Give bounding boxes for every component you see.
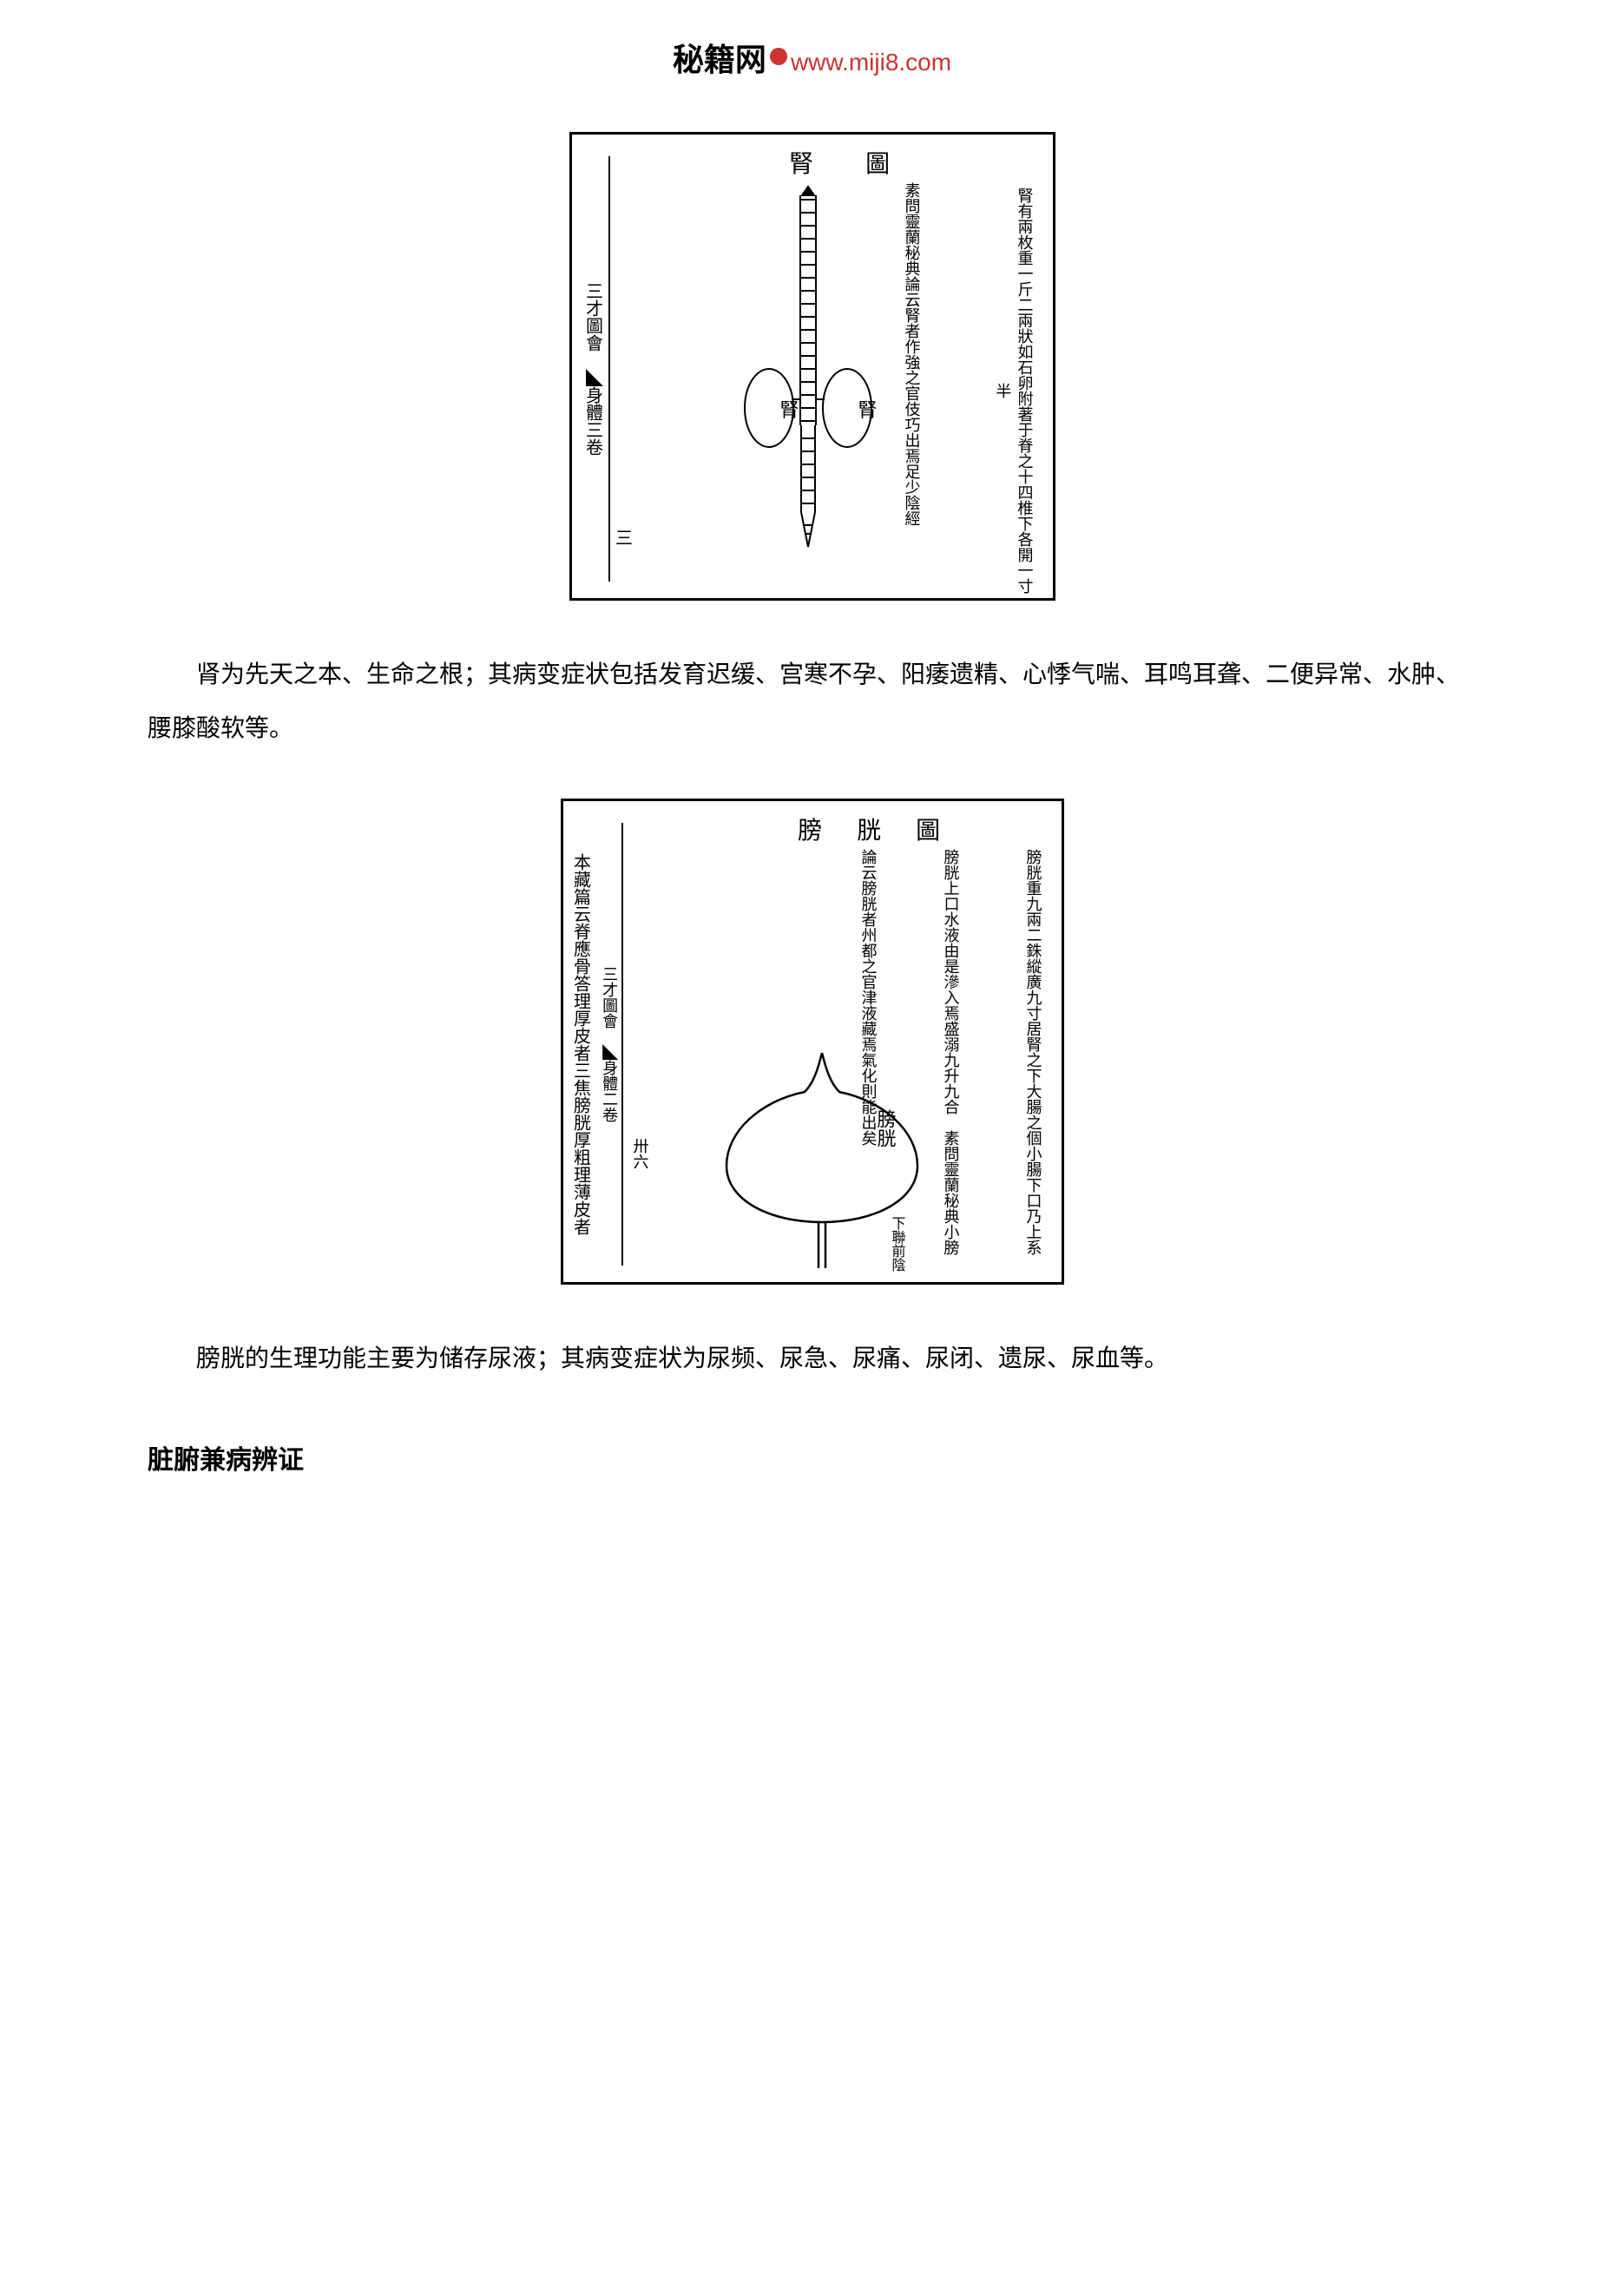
kidney-annotation-1: 腎有兩枚重一斤二兩狀如石卵附著于脊之十四椎下各開一寸半 — [991, 182, 1035, 598]
kidney-left-label: 腎 — [780, 395, 799, 423]
kidney-diagram-frame: 腎圖 三才圖會 ◣身體三卷 三 腎有兩枚重一斤二兩狀如石卵附著于脊之十四椎下各開… — [569, 132, 1055, 601]
kidney-diagram-container: 腎圖 三才圖會 ◣身體三卷 三 腎有兩枚重一斤二兩狀如石卵附著于脊之十四椎下各開… — [148, 132, 1476, 605]
bladder-annotation-1: 膀胱重九兩二銖縱廣九寸居腎之下大腸之個小腸下口乃上系 — [1022, 849, 1043, 1255]
kidney-spine-illustration — [734, 182, 891, 590]
kidney-diagram-title: 腎圖 — [789, 145, 942, 180]
bladder-diagram-title: 膀胱圖 — [798, 812, 975, 846]
kidney-description-paragraph: 肾为先天之本、生命之根；其病变症状包括发育迟缓、宫寒不孕、阳痿遗精、心悸气喘、耳… — [148, 648, 1476, 755]
bladder-organ-label: 膀胱 — [871, 1109, 899, 1148]
bladder-diagram-frame: 膀胱圖 三才圖會 ◣身體二卷 本藏篇云脊應骨答理厚皮者三焦膀胱厚粗理薄皮者 卅六… — [561, 799, 1064, 1285]
kidney-right-label: 腎 — [858, 395, 878, 423]
kidney-annotation-2: 素問靈蘭秘典論云腎者作強之官伎巧出焉足少陰經 — [900, 182, 922, 526]
website-url: www.miji8.com — [791, 49, 951, 76]
bladder-annotation-2: 膀胱上口水液由是滲入焉盛溺九升九合 素問靈蘭秘典小膀 — [939, 849, 961, 1255]
bladder-page-number: 卅六 — [629, 1138, 652, 1169]
bladder-side-label-1: 三才圖會 ◣身體二卷 — [600, 823, 624, 1266]
bladder-side-label-2: 本藏篇云脊應骨答理厚皮者三焦膀胱厚粗理薄皮者 — [570, 819, 591, 1270]
bladder-bottom-label: 下聯前陰 — [886, 1216, 907, 1272]
bladder-description-paragraph: 膀胱的生理功能主要为储存尿液；其病变症状为尿频、尿急、尿痛、尿闭、遗尿、尿血等。 — [148, 1332, 1476, 1386]
page-header: 秘籍网 www.miji8.com — [148, 35, 1476, 80]
kidney-page-number: 三 — [610, 529, 635, 546]
kidney-side-label: 三才圖會 ◣身體三卷 — [579, 156, 610, 582]
section-heading: 脏腑兼病辨证 — [148, 1438, 1476, 1476]
brand-name: 秘籍网 — [673, 43, 766, 77]
seal-icon — [770, 48, 787, 65]
bladder-diagram-container: 膀胱圖 三才圖會 ◣身體二卷 本藏篇云脊應骨答理厚皮者三焦膀胱厚粗理薄皮者 卅六… — [148, 799, 1476, 1289]
